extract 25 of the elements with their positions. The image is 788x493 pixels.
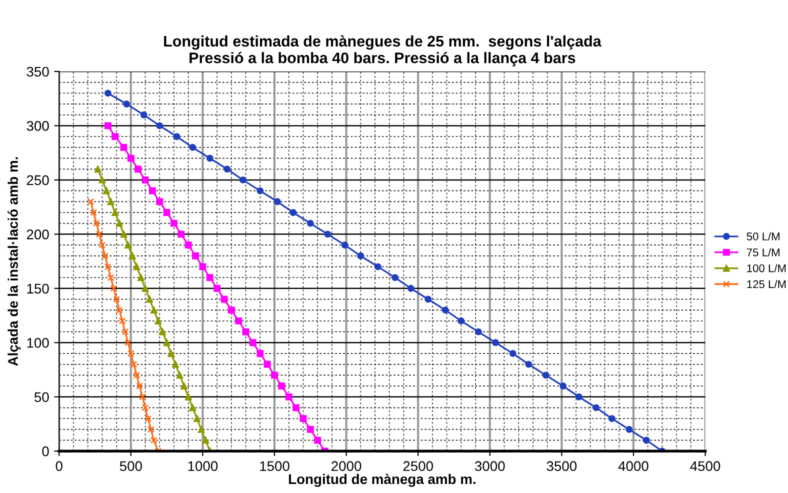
x-tick-label: 4000 bbox=[618, 461, 648, 472]
legend-label: 75 L/M bbox=[746, 248, 780, 256]
x-tick-label: 4500 bbox=[690, 461, 720, 472]
y-tick-label: 250 bbox=[26, 175, 49, 186]
y-tick-label: 200 bbox=[26, 230, 49, 240]
x-tick-label: 1500 bbox=[260, 461, 290, 472]
legend-label: 125 L/M bbox=[747, 280, 786, 288]
x-tick-label: 2500 bbox=[403, 461, 433, 472]
chart-title: Longitud estimada de mànegues de 25 mm. segons l'alçada Pressió a la bomba 40 bars. Pressió a la llança 4 bars bbox=[164, 35, 602, 66]
x-tick-label: 1000 bbox=[188, 461, 218, 472]
x-axis-title: Longitud de mànega amb m. bbox=[288, 474, 476, 487]
legend-label: 100 L/M bbox=[747, 264, 786, 272]
legend-label: 50 L/M bbox=[746, 232, 780, 240]
y-tick-label: 150 bbox=[27, 284, 49, 294]
x-tick-label: 3000 bbox=[474, 461, 505, 472]
y-tick-label: 50 bbox=[34, 392, 49, 402]
y-axis-title: Alçada de la instal·lació amb m. bbox=[8, 157, 21, 366]
y-tick-label: 0 bbox=[42, 446, 49, 456]
x-tick-label: 2000 bbox=[332, 461, 362, 472]
y-tick-label: 100 bbox=[27, 338, 49, 348]
x-tick-label: 0 bbox=[56, 461, 62, 472]
x-tick-label: 500 bbox=[120, 461, 142, 472]
y-tick-label: 300 bbox=[26, 121, 49, 131]
x-tick-label: 3500 bbox=[546, 461, 577, 472]
y-tick-label: 350 bbox=[26, 66, 49, 77]
